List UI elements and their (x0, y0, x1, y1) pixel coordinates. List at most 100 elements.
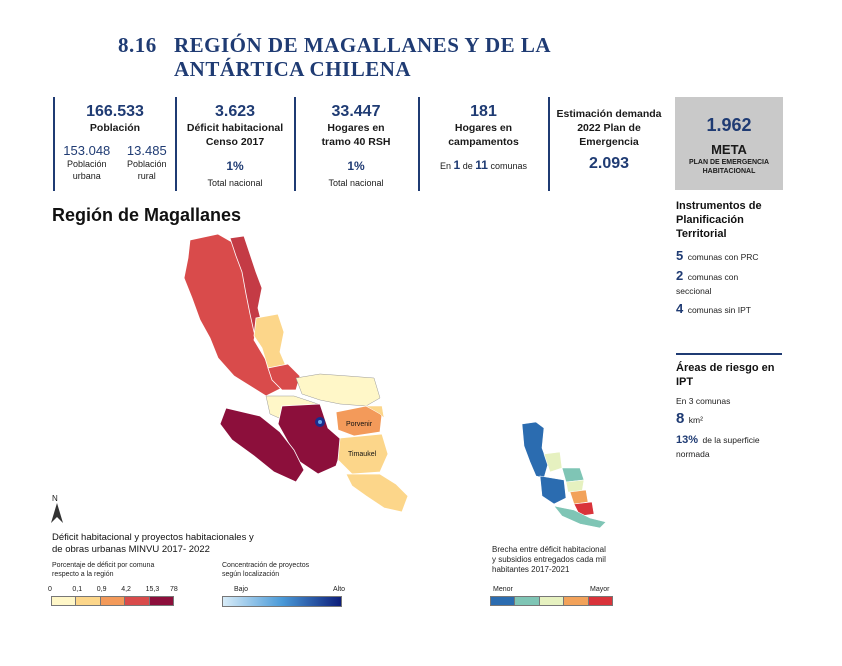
inset-caption: Brecha entre déficit habitacional y subs… (492, 545, 606, 575)
ipt-item-prc-text: comunas con PRC (687, 252, 759, 262)
project-legend-title-1: Concentración de proyectos (222, 562, 310, 569)
camps-note-post: comunas (490, 161, 527, 171)
deficit-label-2: Censo 2017 (205, 136, 265, 148)
map-caption-line-2: de obras urbanas MINVU 2017- 2022 (52, 544, 210, 555)
households-box: 33.447 Hogares en tramo 40 RSH 1% Total … (294, 97, 416, 191)
ipt-title-3: Territorial (676, 228, 727, 240)
inset-caption-line-3: habitantes 2017-2021 (492, 565, 570, 574)
households-label-2: tramo 40 RSH (321, 136, 391, 148)
population-value: 166.533 (86, 103, 144, 120)
meta-label: META (711, 142, 747, 157)
demand-label-3: Emergencia (579, 136, 639, 148)
deficit-legend (51, 596, 174, 608)
project-legend-low: Bajo (234, 586, 249, 593)
population-label: Población (89, 122, 141, 134)
rural-population-value: 13.485 (126, 143, 167, 158)
deficit-legend-tick: 0,9 (96, 586, 107, 593)
camps-note-mid: de (462, 161, 473, 171)
deficit-legend-tick: 4,2 (121, 586, 131, 593)
urban-label-1: Población (67, 159, 107, 169)
ipt-item-prc: 5 comunas con PRC (676, 247, 784, 265)
urban-label-2: urbana (72, 171, 101, 181)
deficit-legend-title-1: Porcentaje de déficit por comuna (52, 562, 155, 569)
map-region-southwest (219, 407, 305, 483)
north-arrow-icon (51, 503, 63, 523)
main-map: Porvenir Timaukel (183, 233, 409, 513)
map-caption-line-1: Déficit habitacional y proyectos habitac… (52, 532, 254, 543)
risk-title-2: IPT (676, 376, 694, 388)
population-box: 166.533 Población 153.048 Población urba… (53, 97, 175, 191)
inset-legend (490, 596, 613, 608)
camps-value: 181 (470, 103, 497, 120)
inset-legend-swatch (587, 596, 613, 606)
project-legend-gradient (222, 596, 342, 607)
deficit-legend-title: Porcentaje de déficit por comuna respect… (52, 561, 154, 579)
map-region-natales (267, 363, 301, 391)
deficit-legend-swatch (148, 596, 174, 606)
camps-label-2: campamentos (448, 136, 519, 148)
deficit-legend-tick: 78 (170, 586, 178, 593)
demand-value: 2.093 (588, 155, 630, 172)
project-legend-title: Concentración de proyectos según localiz… (222, 561, 309, 579)
deficit-legend-tick: 0,1 (72, 586, 83, 593)
inset-map (521, 421, 607, 529)
risk-pct-text: de la superficie (702, 435, 760, 445)
ipt-title-2: Planificación (676, 214, 744, 226)
camps-label-1: Hogares en (454, 122, 513, 134)
section-number: 8.16 (118, 33, 157, 57)
inset-region-orange (569, 489, 589, 505)
camps-box: 181 Hogares en campamentos En 1 de 11 co… (418, 97, 547, 191)
map-label-timaukel: Timaukel (348, 451, 377, 458)
meta-value: 1.962 (706, 115, 752, 135)
deficit-legend-swatch (51, 596, 77, 606)
risk-divider (676, 353, 782, 355)
inset-legend-low: Menor (493, 586, 513, 593)
risk-comunas: En 3 comunas (676, 396, 731, 406)
title-line-1: REGIÓN DE MAGALLANES Y DE LA (174, 33, 552, 57)
rural-label-1: Población (127, 159, 167, 169)
inset-caption-line-1: Brecha entre déficit habitacional (492, 545, 606, 554)
map-caption: Déficit habitacional y proyectos habitac… (52, 532, 254, 556)
inset-legend-swatch (538, 596, 565, 606)
title-line-2: ANTÁRTICA CHILENA (174, 57, 412, 81)
ipt-item-prc-count: 5 (676, 248, 684, 263)
ipt-title-1: Instrumentos de (676, 200, 762, 212)
map-region-punta-arenas (277, 403, 345, 475)
inset-legend-swatch (563, 596, 589, 606)
inset-region-green (561, 467, 585, 483)
demand-box: Estimación demanda 2022 Plan de Emergenc… (548, 97, 668, 191)
meta-sub-1: PLAN DE EMERGENCIA (688, 159, 770, 166)
project-concentration-dot-2 (318, 420, 322, 424)
camps-note: En 1 de 11 comunas (420, 159, 547, 172)
deficit-legend-ticks: 0 0,1 0,9 4,2 15,3 78 (48, 586, 178, 596)
ipt-item-seccional-text-2: seccional (676, 286, 712, 296)
deficit-legend-swatch (99, 596, 126, 606)
map-region-timaukel (337, 433, 389, 475)
inset-region-south (553, 505, 607, 529)
map-region-north (183, 233, 283, 397)
deficit-box: 3.623 Déficit habitacional Censo 2017 1%… (175, 97, 293, 191)
ipt-item-sin-ipt-text: comunas sin IPT (687, 305, 751, 315)
inset-region-central (539, 475, 567, 505)
risk-title-1: Áreas de riesgo en (676, 362, 775, 374)
map-label-porvenir: Porvenir (346, 421, 373, 428)
deficit-legend-tick: 0 (48, 586, 52, 593)
ipt-item-seccional: 2 comunas con seccional (676, 267, 784, 298)
north-label: N (52, 494, 58, 503)
inset-legend-swatch (514, 596, 540, 606)
ipt-item-sin-ipt-count: 4 (676, 301, 684, 316)
meta-sub-2: HABITACIONAL (702, 168, 756, 175)
demand-label-1: Estimación demanda (556, 108, 662, 120)
map-region-south-islands (345, 473, 409, 513)
ipt-item-seccional-text: comunas con (687, 272, 739, 282)
risk-area-value: 8 (676, 410, 685, 427)
project-legend-title-2: según localización (222, 571, 280, 578)
ipt-item-sin-ipt: 4 comunas sin IPT (676, 300, 784, 318)
demand-label-2: 2022 Plan de (577, 122, 641, 134)
camps-note-total: 11 (475, 158, 488, 172)
households-pct-label: Total nacional (328, 178, 384, 188)
households-label-1: Hogares en (327, 122, 385, 134)
risk-panel: Áreas de riesgo en IPT En 3 comunas 8 km… (676, 361, 784, 461)
risk-pct-text-2: normada (676, 449, 710, 459)
households-value: 33.447 (331, 103, 381, 120)
